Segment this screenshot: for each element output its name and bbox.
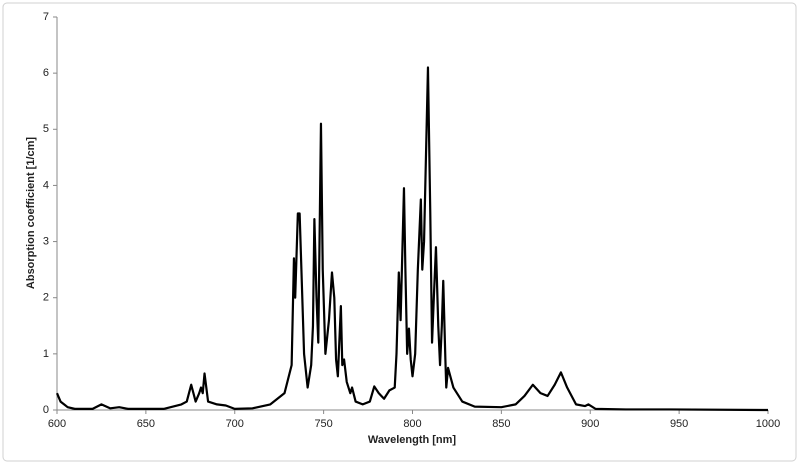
y-tick-label: 5 [43,123,49,135]
y-tick-label: 3 [43,235,49,247]
y-tick-label: 7 [43,11,49,23]
y-tick-label: 6 [43,67,49,79]
x-tick-label: 1000 [756,418,780,430]
x-axis-title: Wavelength [nm] [368,434,457,446]
x-tick-label: 700 [226,418,244,430]
x-tick-label: 650 [137,418,155,430]
x-tick-label: 900 [581,418,599,430]
y-tick-label: 2 [43,292,49,304]
y-tick-label: 0 [43,404,49,416]
x-tick-label: 800 [403,418,421,430]
spectrum-line [55,66,769,412]
x-tick-label: 950 [670,418,688,430]
y-tick-label: 1 [43,348,49,360]
y-tick-label: 4 [43,179,49,191]
x-tick-label: 850 [492,418,510,430]
y-axis-title: Absorption coefficient [1/cm] [25,137,37,290]
x-tick-label: 600 [48,418,66,430]
x-tick-label: 750 [314,418,332,430]
